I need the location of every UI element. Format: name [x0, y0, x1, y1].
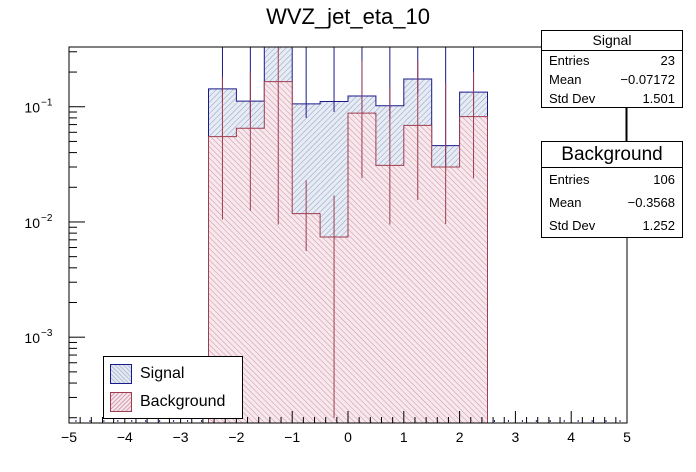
background-stats-box: Background Entries 106 Mean −0.3568 Std … [541, 141, 683, 238]
legend-swatch-signal [110, 364, 132, 384]
signal-entries-row: Entries 23 [542, 51, 682, 70]
signal-std-value: 1.501 [642, 91, 675, 106]
signal-mean-value: −0.07172 [620, 72, 675, 87]
x-tick-label: 4 [567, 429, 575, 445]
x-tick-label: −5 [61, 429, 77, 445]
x-tick-label: 1 [400, 429, 408, 445]
legend-label-signal: Signal [140, 365, 185, 382]
background-mean-value: −0.3568 [627, 195, 675, 210]
chart-title: WVZ_jet_eta_10 [266, 4, 430, 29]
x-tick-label: 3 [512, 429, 520, 445]
signal-stats-title: Signal [542, 31, 682, 51]
signal-mean-label: Mean [549, 72, 582, 87]
x-tick-label: 0 [344, 429, 352, 445]
signal-std-row: Std Dev 1.501 [542, 89, 682, 108]
legend-swatch-background [110, 392, 132, 412]
axes: −5 −4 −3 −2 −1 0 1 2 3 4 510−110−210−3 [24, 51, 631, 445]
x-tick-label: 2 [456, 429, 464, 445]
signal-std-label: Std Dev [549, 91, 596, 106]
x-tick-label: −4 [117, 429, 133, 445]
background-entries-label: Entries [549, 172, 590, 187]
y-tick-exponent: −2 [41, 213, 53, 224]
legend-label-background: Background [140, 393, 226, 410]
background-stats-title: Background [542, 142, 682, 168]
background-entries-value: 106 [653, 172, 675, 187]
x-tick-label: −1 [284, 429, 300, 445]
y-tick-exponent: −3 [41, 328, 53, 339]
signal-mean-row: Mean −0.07172 [542, 70, 682, 89]
y-tick-label: 10 [24, 330, 40, 346]
y-tick-label: 10 [24, 215, 40, 231]
background-entries-row: Entries 106 [542, 168, 682, 191]
x-tick-label: 5 [623, 429, 631, 445]
background-mean-row: Mean −0.3568 [542, 191, 682, 214]
legend: Signal Background [103, 356, 243, 419]
signal-entries-label: Entries [549, 53, 590, 68]
x-tick-label: −3 [173, 429, 189, 445]
legend-entry-background: Background [110, 390, 225, 414]
background-std-label: Std Dev [549, 218, 596, 233]
x-tick-label: −2 [228, 429, 244, 445]
background-mean-label: Mean [549, 195, 582, 210]
signal-entries-value: 23 [660, 53, 675, 68]
legend-entry-signal: Signal [110, 362, 184, 386]
error-bars [75, 47, 621, 422]
y-tick-label: 10 [24, 100, 40, 116]
background-std-row: Std Dev 1.252 [542, 214, 682, 237]
y-tick-exponent: −1 [41, 98, 53, 109]
signal-stats-box: Signal Entries 23 Mean −0.07172 Std Dev … [541, 30, 683, 108]
background-std-value: 1.252 [642, 218, 675, 233]
